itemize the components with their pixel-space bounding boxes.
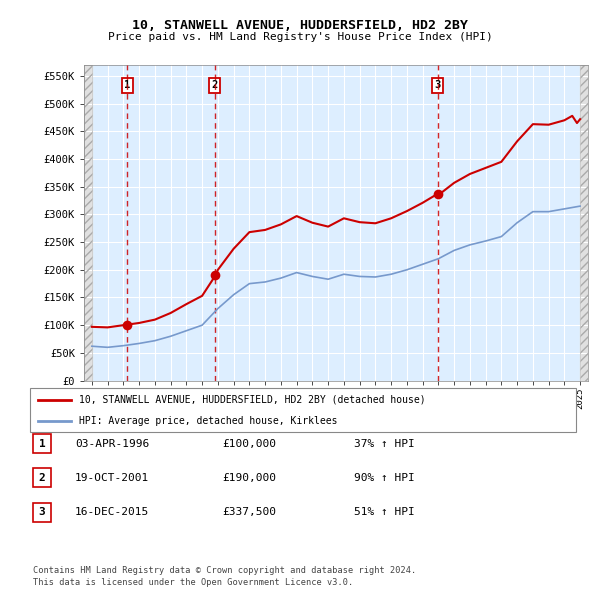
Text: £337,500: £337,500 — [222, 507, 276, 517]
Text: 2: 2 — [212, 80, 218, 90]
Bar — [84, 65, 92, 381]
Text: 90% ↑ HPI: 90% ↑ HPI — [354, 473, 415, 483]
Bar — [84, 65, 92, 381]
Text: 19-OCT-2001: 19-OCT-2001 — [75, 473, 149, 483]
Text: Price paid vs. HM Land Registry's House Price Index (HPI): Price paid vs. HM Land Registry's House … — [107, 32, 493, 42]
Text: 37% ↑ HPI: 37% ↑ HPI — [354, 439, 415, 448]
Text: HPI: Average price, detached house, Kirklees: HPI: Average price, detached house, Kirk… — [79, 416, 338, 426]
Text: 51% ↑ HPI: 51% ↑ HPI — [354, 507, 415, 517]
Text: 16-DEC-2015: 16-DEC-2015 — [75, 507, 149, 517]
Text: Contains HM Land Registry data © Crown copyright and database right 2024.
This d: Contains HM Land Registry data © Crown c… — [33, 566, 416, 587]
Text: 10, STANWELL AVENUE, HUDDERSFIELD, HD2 2BY (detached house): 10, STANWELL AVENUE, HUDDERSFIELD, HD2 2… — [79, 395, 426, 405]
Text: 1: 1 — [124, 80, 130, 90]
Text: 3: 3 — [434, 80, 441, 90]
Bar — [580, 65, 588, 381]
Text: £100,000: £100,000 — [222, 439, 276, 448]
Text: £190,000: £190,000 — [222, 473, 276, 483]
Text: 10, STANWELL AVENUE, HUDDERSFIELD, HD2 2BY: 10, STANWELL AVENUE, HUDDERSFIELD, HD2 2… — [132, 19, 468, 32]
Text: 1: 1 — [38, 439, 46, 448]
Text: 03-APR-1996: 03-APR-1996 — [75, 439, 149, 448]
Text: 2: 2 — [38, 473, 46, 483]
FancyBboxPatch shape — [30, 388, 576, 432]
Bar — [580, 65, 588, 381]
Text: 3: 3 — [38, 507, 46, 517]
